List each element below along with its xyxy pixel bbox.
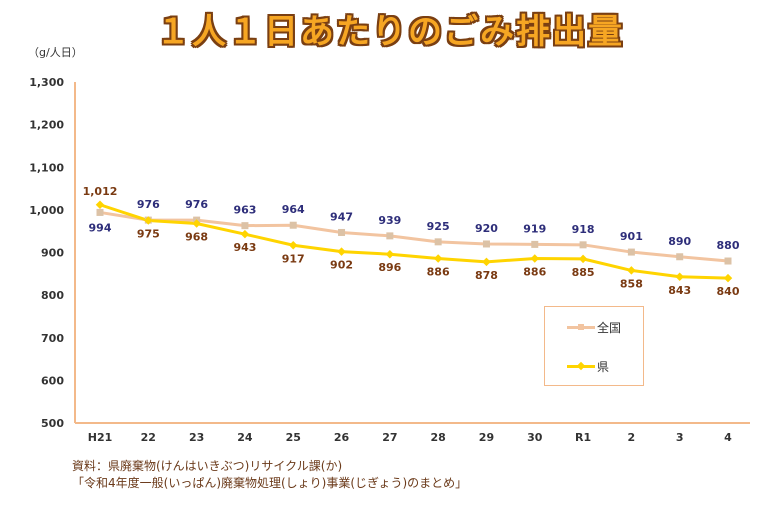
data-point-national: [482, 240, 490, 248]
data-point-prefecture: [192, 219, 201, 228]
data-point-prefecture: [675, 272, 684, 282]
x-tick-label: 29: [479, 431, 494, 444]
data-point-prefecture: [288, 241, 298, 250]
data-point-national: [289, 221, 297, 229]
data-label-prefecture: 878: [475, 269, 498, 282]
data-label-national: 976: [185, 198, 208, 211]
data-label-prefecture: 1,012: [83, 185, 118, 198]
data-point-national: [627, 248, 635, 256]
legend: 全国 県: [544, 306, 644, 386]
data-label-national: 925: [427, 220, 450, 233]
x-tick-label: 24: [237, 431, 253, 444]
data-point-national: [241, 222, 249, 230]
x-tick-label: 22: [141, 431, 156, 444]
y-tick-label: 900: [41, 247, 64, 260]
data-label-prefecture: 943: [233, 241, 256, 254]
data-point-prefecture: [627, 266, 636, 275]
data-label-national: 963: [233, 204, 256, 217]
legend-label-national: 全国: [597, 321, 622, 335]
data-point-prefecture: [482, 257, 491, 267]
data-point-prefecture: [337, 247, 346, 256]
data-label-prefecture: 840: [717, 285, 740, 298]
data-point-national: [724, 257, 732, 265]
x-tick-label: 30: [527, 431, 543, 444]
x-tick-label: 2: [628, 431, 636, 444]
chart-title: １人１日あたりのごみ排出量: [156, 12, 624, 52]
data-label-national: 890: [668, 235, 691, 248]
data-point-prefecture: [95, 200, 105, 210]
legend-marker-national: [578, 324, 584, 330]
source-line-2: 「令和4年度一般(いっぱん)廃棄物処理(しょり)事業(じぎょう)のまとめ」: [72, 476, 468, 490]
data-label-national: 918: [572, 223, 595, 236]
x-tick-label: H21: [88, 431, 113, 444]
data-point-prefecture: [723, 273, 733, 283]
series-line-national: [99, 210, 729, 263]
data-point-national: [531, 240, 539, 248]
data-label-prefecture: 917: [282, 252, 305, 265]
data-label-national: 947: [330, 210, 353, 223]
data-label-national: 919: [523, 222, 546, 235]
x-tick-label: 27: [382, 431, 397, 444]
data-label-national: 994: [89, 221, 112, 234]
y-tick-label: 700: [41, 332, 64, 345]
data-point-prefecture: [240, 229, 250, 239]
data-label-prefecture: 886: [427, 265, 450, 278]
data-point-prefecture: [385, 249, 395, 259]
data-point-prefecture: [578, 254, 588, 264]
legend-label-prefecture: 県: [597, 360, 610, 374]
x-tick-label: R1: [575, 431, 591, 444]
y-tick-label: 800: [41, 289, 64, 302]
data-point-national: [338, 228, 346, 236]
data-label-prefecture: 902: [330, 259, 353, 272]
legend-marker-prefecture: [576, 361, 586, 371]
data-label-prefecture: 886: [523, 265, 546, 278]
y-tick-label: 1,300: [29, 76, 64, 89]
data-label-prefecture: 968: [185, 231, 208, 244]
source-line-1: 資料：県廃棄物(けんはいきぶつ)リサイクル課(か): [72, 459, 343, 473]
data-point-national: [96, 208, 104, 216]
x-tick-label: 3: [676, 431, 684, 444]
data-point-prefecture: [433, 254, 443, 263]
y-axis-unit-label: （g/人日）: [28, 46, 83, 59]
x-tick-label: 23: [189, 431, 204, 444]
data-point-prefecture: [530, 254, 540, 263]
x-tick-label: 25: [286, 431, 301, 444]
data-point-national: [434, 238, 442, 246]
data-label-prefecture: 975: [137, 228, 160, 241]
y-tick-label: 600: [41, 374, 64, 387]
y-tick-label: 1,000: [29, 204, 64, 217]
data-point-national: [386, 232, 394, 240]
source-note: 資料：県廃棄物(けんはいきぶつ)リサイクル課(か) 「令和4年度一般(いっぱん)…: [72, 458, 467, 492]
data-label-national: 920: [475, 222, 498, 235]
data-point-national: [579, 241, 587, 249]
data-label-prefecture: 896: [378, 261, 401, 274]
y-tick-label: 1,200: [29, 119, 64, 132]
x-tick-label: 4: [724, 431, 732, 444]
y-tick-label: 1,100: [29, 161, 64, 174]
data-point-national: [676, 253, 684, 261]
data-label-national: 901: [620, 230, 643, 243]
data-label-national: 880: [717, 239, 740, 252]
data-label-prefecture: 858: [620, 277, 643, 290]
data-label-national: 976: [137, 198, 160, 211]
x-tick-label: 26: [334, 431, 350, 444]
data-label-national: 964: [282, 203, 305, 216]
data-label-prefecture: 885: [572, 266, 595, 279]
data-label-national: 939: [378, 214, 401, 227]
series-line-prefecture: [99, 203, 729, 280]
data-label-prefecture: 843: [668, 284, 691, 297]
data-point-prefecture: [144, 216, 153, 225]
y-tick-label: 500: [41, 417, 64, 430]
x-tick-label: 28: [430, 431, 445, 444]
